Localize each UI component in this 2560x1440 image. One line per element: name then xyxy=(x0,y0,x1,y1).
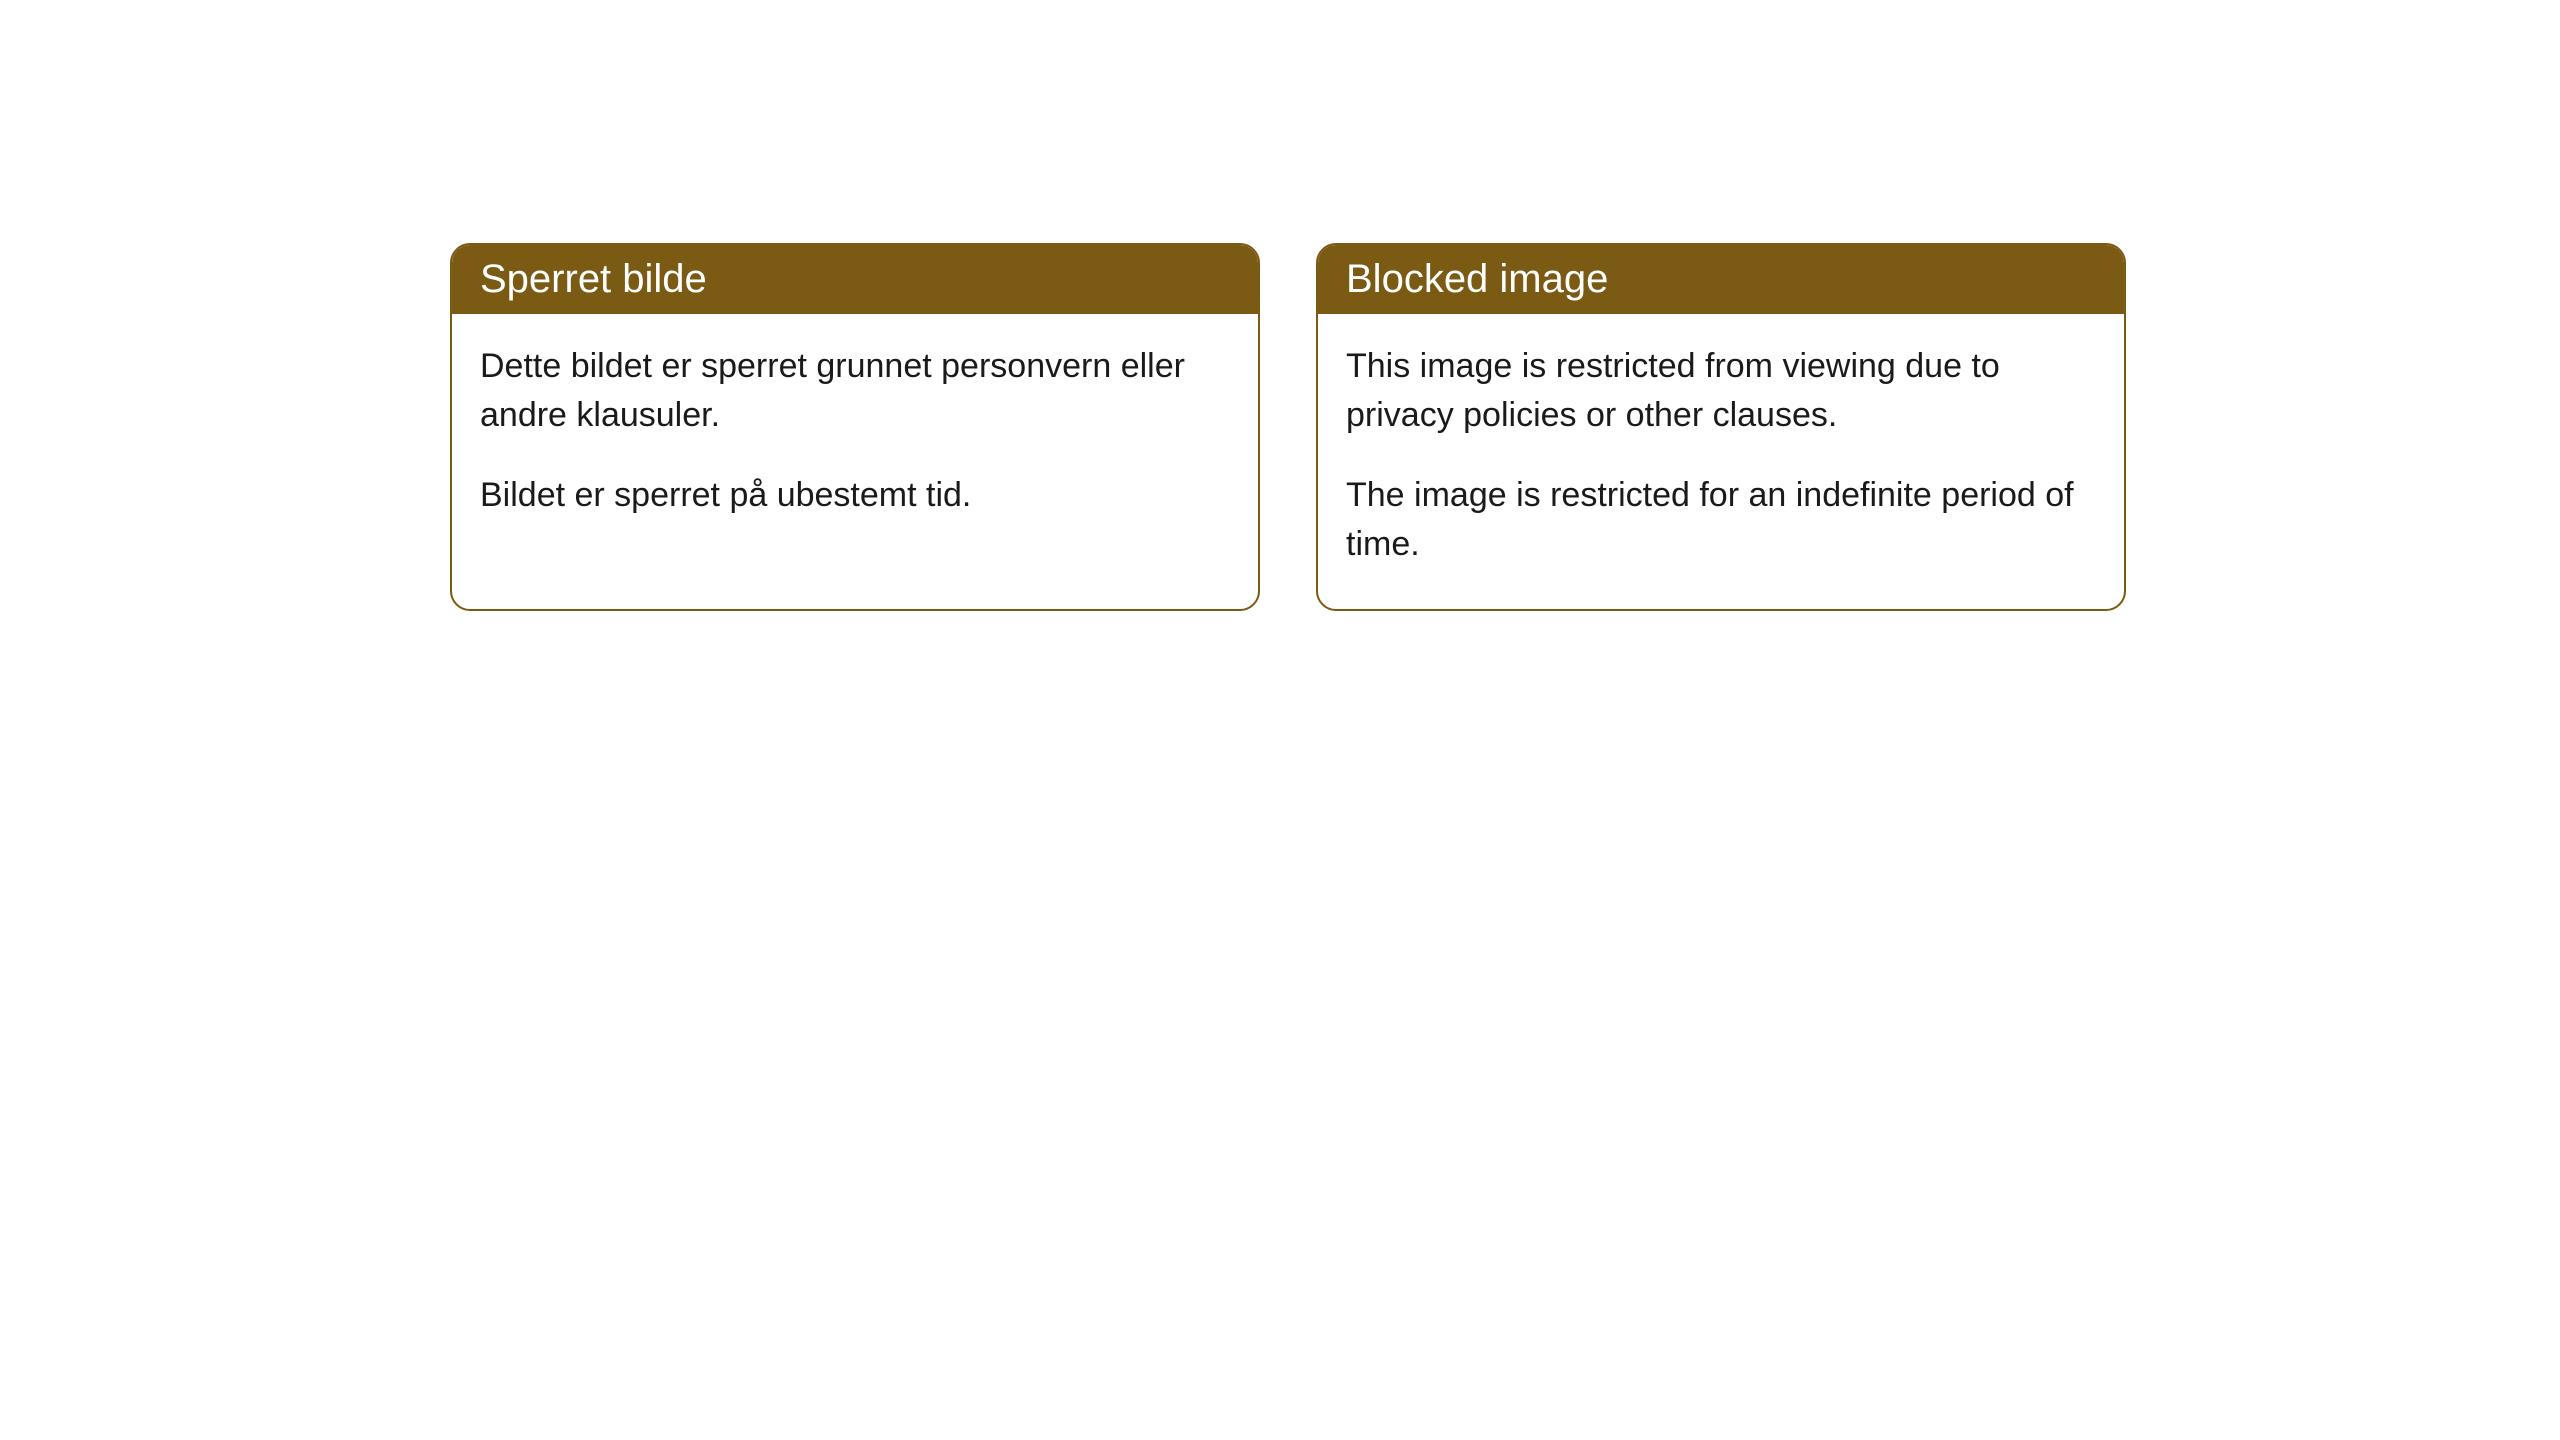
card-body: This image is restricted from viewing du… xyxy=(1318,314,2124,609)
card-paragraph-1: This image is restricted from viewing du… xyxy=(1346,342,2096,441)
card-body: Dette bildet er sperret grunnet personve… xyxy=(452,314,1258,560)
card-paragraph-2: Bildet er sperret på ubestemt tid. xyxy=(480,471,1230,520)
card-header: Sperret bilde xyxy=(452,245,1258,314)
card-title: Sperret bilde xyxy=(480,257,707,301)
card-paragraph-2: The image is restricted for an indefinit… xyxy=(1346,471,2096,570)
card-header: Blocked image xyxy=(1318,245,2124,314)
cards-container: Sperret bilde Dette bildet er sperret gr… xyxy=(0,0,2560,611)
card-paragraph-1: Dette bildet er sperret grunnet personve… xyxy=(480,342,1230,441)
card-title: Blocked image xyxy=(1346,257,1608,301)
blocked-image-card-english: Blocked image This image is restricted f… xyxy=(1316,243,2126,611)
blocked-image-card-norwegian: Sperret bilde Dette bildet er sperret gr… xyxy=(450,243,1260,611)
